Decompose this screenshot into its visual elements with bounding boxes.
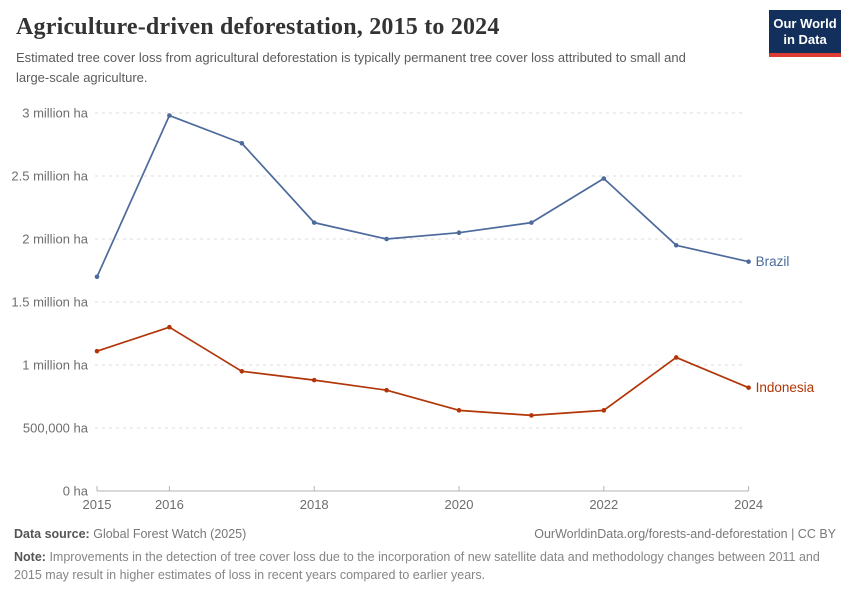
data-point-brazil	[384, 236, 389, 242]
data-point-indonesia	[746, 385, 751, 390]
attribution-link: OurWorldinData.org/forests-and-deforesta…	[534, 527, 836, 541]
y-axis-label: 2.5 million ha	[11, 169, 88, 184]
data-point-indonesia	[311, 377, 317, 383]
note-value: Improvements in the detection of tree co…	[14, 550, 820, 583]
chart-footer: Data source: Global Forest Watch (2025) …	[0, 521, 850, 584]
y-axis-label: 2 million ha	[22, 232, 89, 247]
chart-subtitle: Estimated tree cover loss from agricultu…	[16, 50, 686, 85]
y-axis-label: 1.5 million ha	[11, 295, 88, 310]
x-axis-label: 2018	[300, 497, 329, 512]
series-label-indonesia: Indonesia	[756, 380, 815, 395]
data-point-brazil	[529, 220, 534, 225]
line-chart: 0 ha 500,000 ha 1 million ha 1.5 million ha…	[11, 106, 815, 513]
data-point-indonesia	[384, 387, 389, 393]
y-axis-label: 0 ha	[63, 484, 89, 499]
logo-line-2: in Data	[783, 31, 827, 47]
y-axis-label: 500,000 ha	[23, 421, 89, 436]
chart-header: Agriculture-driven deforestation, 2015 t…	[0, 0, 850, 87]
x-axis-label: 2024	[734, 497, 763, 512]
x-axis-label: 2022	[589, 497, 618, 512]
note-label: Note:	[14, 550, 46, 564]
y-axis-label: 1 million ha	[22, 358, 89, 373]
data-point-indonesia	[239, 369, 245, 374]
data-point-indonesia	[94, 348, 100, 354]
data-point-brazil	[239, 140, 245, 146]
data-point-indonesia	[529, 413, 534, 418]
y-axis-label: 3 million ha	[22, 106, 89, 121]
chart-note: Note: Improvements in the detection of t…	[14, 548, 836, 584]
data-point-brazil	[94, 274, 100, 280]
data-source-label: Data source:	[14, 527, 90, 541]
x-axis-label: 2020	[445, 497, 474, 512]
data-point-indonesia	[601, 408, 607, 413]
data-point-brazil	[167, 113, 172, 118]
data-point-brazil	[456, 230, 462, 235]
chart-title: Agriculture-driven deforestation, 2015 t…	[16, 14, 500, 40]
data-point-indonesia	[456, 408, 462, 413]
data-point-brazil	[311, 220, 317, 225]
series-line-brazil	[96, 114, 750, 278]
x-axis-label: 2016	[155, 497, 184, 512]
data-point-brazil	[746, 259, 751, 264]
data-point-brazil	[601, 176, 607, 181]
series-label-brazil: Brazil	[756, 254, 790, 269]
data-source-value: Global Forest Watch (2025)	[93, 527, 247, 541]
data-point-indonesia	[673, 355, 679, 360]
data-source: Data source: Global Forest Watch (2025)	[14, 527, 246, 541]
data-point-indonesia	[167, 324, 172, 330]
series-line-indonesia	[96, 326, 750, 417]
x-axis-label: 2015	[83, 497, 112, 512]
logo-line-1: Our World	[773, 16, 837, 31]
owid-logo: Our World in Data	[769, 10, 841, 57]
data-point-brazil	[673, 243, 679, 248]
